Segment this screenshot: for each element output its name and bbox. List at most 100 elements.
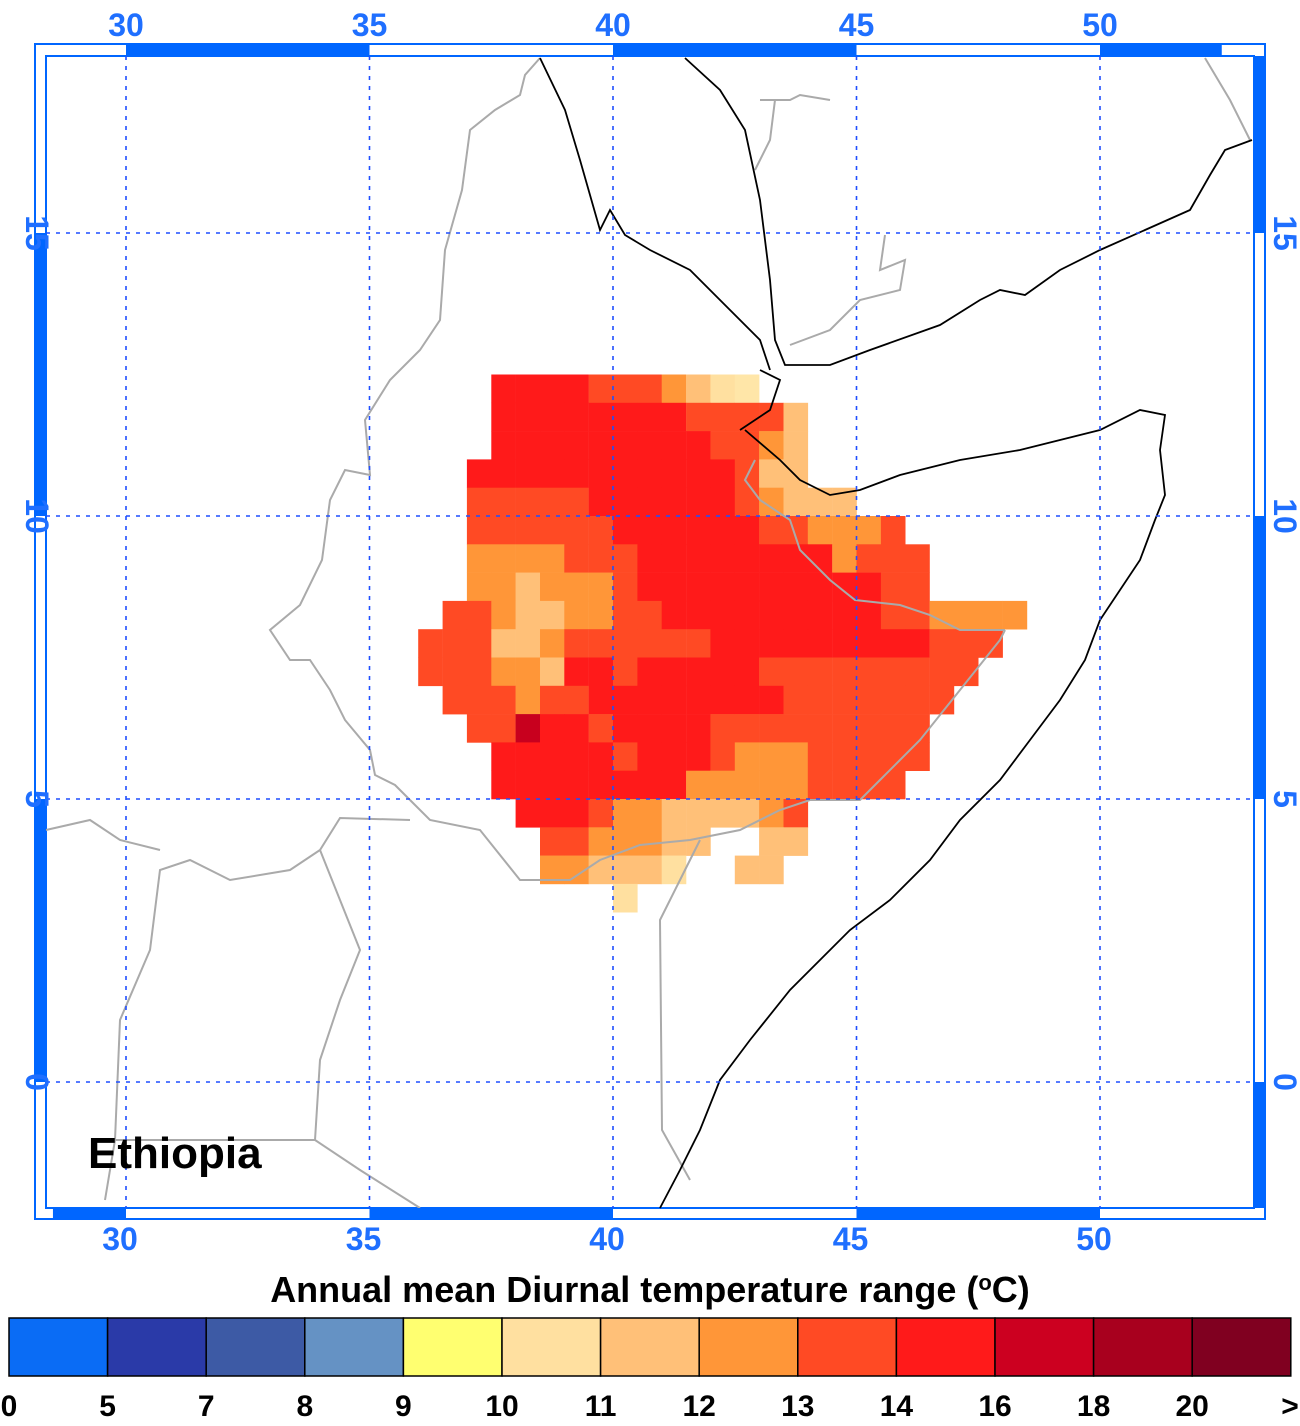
- heatmap-cells: [418, 374, 1028, 913]
- heat-cell: [686, 657, 711, 687]
- legend-label: 5: [99, 1390, 116, 1423]
- heat-cell: [832, 516, 857, 545]
- kenya-ethiopia-border: [409, 629, 1006, 881]
- heat-cell: [710, 374, 735, 404]
- heat-cell: [613, 516, 638, 545]
- heat-cell: [442, 657, 468, 687]
- uganda-kenya-border: [314, 849, 362, 1141]
- heat-cell: [540, 629, 565, 658]
- heat-cell: [564, 374, 589, 404]
- right-axis-bar: [1254, 516, 1265, 799]
- heat-cell: [491, 629, 516, 658]
- heat-cell: [807, 516, 833, 545]
- heat-cell: [540, 402, 565, 432]
- left-lat-tick-label: 5: [19, 790, 55, 808]
- heat-cell: [661, 374, 687, 404]
- heat-cell: [637, 855, 662, 885]
- heat-cell: [661, 629, 687, 658]
- legend-swatch: [8, 1317, 109, 1377]
- heat-cell: [564, 402, 589, 432]
- heat-cell: [856, 685, 882, 715]
- legend-swatch: [106, 1317, 207, 1377]
- country-borders: [45, 57, 1251, 1209]
- legend-swatch: [599, 1317, 700, 1377]
- heat-cell: [540, 459, 565, 488]
- heat-cell: [734, 572, 760, 602]
- legend-label: >: [1281, 1390, 1299, 1423]
- heat-cell: [783, 714, 809, 743]
- heat-cell: [783, 685, 809, 715]
- heat-cell: [832, 600, 857, 630]
- heat-cell: [564, 799, 589, 828]
- heat-cell: [686, 516, 711, 545]
- heat-cell: [491, 544, 516, 573]
- heat-cell: [442, 629, 468, 658]
- heat-cell: [564, 629, 589, 658]
- heat-cell: [661, 855, 687, 885]
- heat-cell: [661, 431, 687, 460]
- legend-label: 13: [781, 1390, 814, 1423]
- heat-cell: [929, 657, 955, 687]
- title-unit-rest: C): [992, 1269, 1030, 1310]
- heat-cell: [710, 657, 735, 687]
- heat-cell: [564, 714, 589, 743]
- heat-cell: [588, 572, 614, 602]
- legend-swatch: [797, 1317, 898, 1377]
- heat-cell: [613, 402, 638, 432]
- heat-cell: [515, 572, 541, 602]
- heat-cell: [613, 770, 638, 800]
- heat-cell: [515, 516, 541, 545]
- bottom-lon-tick-label: 40: [589, 1221, 625, 1257]
- heat-cell: [588, 657, 614, 687]
- heat-cell: [856, 572, 882, 602]
- heat-cell: [540, 742, 565, 771]
- legend-label: 0: [1, 1390, 18, 1423]
- heat-cell: [661, 572, 687, 602]
- heat-cell: [588, 431, 614, 460]
- heat-cell: [613, 883, 638, 913]
- heat-cell: [491, 431, 516, 460]
- uganda-border: [104, 816, 411, 1201]
- heat-cell: [734, 855, 760, 885]
- legend-label: 8: [296, 1390, 313, 1423]
- heat-cell: [783, 487, 809, 517]
- top-lon-tick-label: 35: [352, 7, 388, 43]
- legend-swatch: [304, 1317, 405, 1377]
- heat-cell: [783, 657, 809, 687]
- heat-cell: [540, 770, 565, 800]
- heat-cell: [686, 572, 711, 602]
- heat-cell: [905, 685, 930, 715]
- heat-cell: [613, 572, 638, 602]
- heat-cell: [588, 799, 614, 828]
- heat-cell: [710, 799, 735, 828]
- heat-cell: [856, 629, 882, 658]
- heat-cell: [613, 742, 638, 771]
- heat-cell: [613, 544, 638, 573]
- heat-cell: [880, 516, 906, 545]
- heat-cell: [588, 544, 614, 573]
- heat-cell: [588, 685, 614, 715]
- legend-label: 12: [683, 1390, 716, 1423]
- heat-cell: [466, 657, 492, 687]
- left-lat-tick-label: 15: [19, 215, 55, 251]
- heat-cell: [613, 714, 638, 743]
- heat-cell: [807, 487, 833, 517]
- heat-cell: [832, 544, 857, 573]
- heat-cell: [515, 487, 541, 517]
- heat-cell: [807, 685, 833, 715]
- bottom-lon-tick-label: 30: [102, 1221, 138, 1257]
- heat-cell: [564, 742, 589, 771]
- heat-cell: [710, 487, 735, 517]
- heat-cell: [759, 742, 784, 771]
- legend-label: 14: [880, 1390, 914, 1423]
- heat-cell: [734, 685, 760, 715]
- red-sea-coast-arabia: [684, 57, 1253, 366]
- heat-cell: [807, 544, 833, 573]
- heat-cell: [613, 431, 638, 460]
- heat-cell: [734, 770, 760, 800]
- heat-cell: [686, 600, 711, 630]
- heat-cell: [734, 402, 760, 432]
- heat-cell: [588, 487, 614, 517]
- heat-cell: [905, 600, 930, 630]
